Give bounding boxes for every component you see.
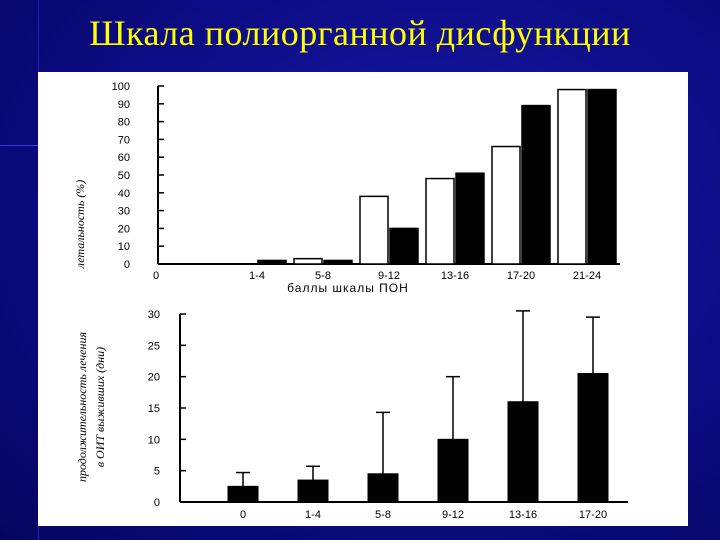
x-tick-label-bottom: 17-20 <box>579 509 607 521</box>
y-tick-label-top: 30 <box>118 206 130 218</box>
x-tick-label-bottom: 1-4 <box>305 509 321 521</box>
bar-black-top <box>587 88 617 265</box>
y-tick-label-top: 90 <box>118 99 130 111</box>
y-tick-label-bottom: 25 <box>148 340 160 352</box>
bar-white-top <box>359 195 389 265</box>
y-tick-label-bottom: 20 <box>148 372 160 384</box>
bar-black-bottom <box>367 473 399 503</box>
y-tick-label-top: 20 <box>118 223 130 235</box>
y-tick-label-top: 60 <box>118 152 130 164</box>
x-tick-label-top: 17-20 <box>507 270 535 282</box>
bar-white-top <box>491 145 521 265</box>
bar-white-top <box>425 177 455 265</box>
bar-black-top <box>323 259 353 265</box>
bars-top <box>257 88 617 265</box>
bars-bottom <box>227 310 609 503</box>
figure-panel: 100 90 80 70 60 50 40 30 20 10 0 0 1-4 5-8 9-12 13-16 1… <box>38 72 688 526</box>
y-tick-label-bottom: 10 <box>148 434 160 446</box>
y-ticks-bottom: 30 25 20 15 10 5 0 <box>148 309 186 509</box>
bar-black-bottom <box>507 401 539 503</box>
icu-duration-chart: 30 25 20 15 10 5 0 0 1-4 5-8 9-12 13-16 17-20 продо… <box>75 309 628 521</box>
x-tick-label-top: 5-8 <box>315 270 331 282</box>
x-tick-label-bottom: 0 <box>240 509 246 521</box>
x-tick-label-bottom: 5-8 <box>375 509 391 521</box>
y-axis-title-bottom-line2: в ОИТ выживших (дни) <box>93 347 107 467</box>
bar-black-bottom <box>577 373 609 503</box>
x-tick-label-top: 1-4 <box>249 270 265 282</box>
x-axis-title-top: баллы шкалы ПОН <box>287 281 409 295</box>
x-tick-labels-top: 0 1-4 5-8 9-12 13-16 17-20 21-24 <box>153 270 601 282</box>
y-tick-label-top: 10 <box>118 241 130 253</box>
y-axis-title-top: летальность (%) <box>73 180 87 270</box>
y-axis-title-bottom-line1: продолжительность лечения <box>75 332 89 483</box>
x-tick-label-top: 9-12 <box>378 270 400 282</box>
bar-black-top <box>455 172 485 265</box>
slide-title: Шкала полиорганной дисфункции <box>89 13 631 53</box>
bar-black-top <box>257 259 287 265</box>
bar-white-top <box>293 257 323 265</box>
y-tick-label-top: 40 <box>118 188 130 200</box>
y-tick-label-bottom: 15 <box>148 403 160 415</box>
y-tick-label-top: 80 <box>118 117 130 129</box>
y-tick-label-top: 0 <box>124 259 130 271</box>
x-tick-label-top: 0 <box>153 270 159 282</box>
bar-black-bottom <box>227 485 259 503</box>
y-tick-label-top: 50 <box>118 170 130 182</box>
y-tick-label-bottom: 0 <box>154 497 160 509</box>
bar-black-top <box>521 104 551 265</box>
x-tick-labels-bottom: 0 1-4 5-8 9-12 13-16 17-20 <box>240 509 607 521</box>
bar-black-bottom <box>297 479 329 503</box>
bar-black-top <box>389 227 419 265</box>
x-tick-label-top: 21-24 <box>573 270 601 282</box>
bar-black-bottom <box>437 438 469 503</box>
decorative-accent-line <box>0 145 40 146</box>
x-tick-label-bottom: 13-16 <box>509 509 537 521</box>
y-tick-label-top: 70 <box>118 134 130 146</box>
x-tick-label-top: 13-16 <box>441 270 469 282</box>
x-tick-label-bottom: 9-12 <box>442 509 464 521</box>
bar-white-top <box>557 88 587 265</box>
y-tick-label-bottom: 30 <box>148 309 160 321</box>
y-tick-label-top: 100 <box>112 81 130 93</box>
y-tick-label-bottom: 5 <box>154 466 160 478</box>
